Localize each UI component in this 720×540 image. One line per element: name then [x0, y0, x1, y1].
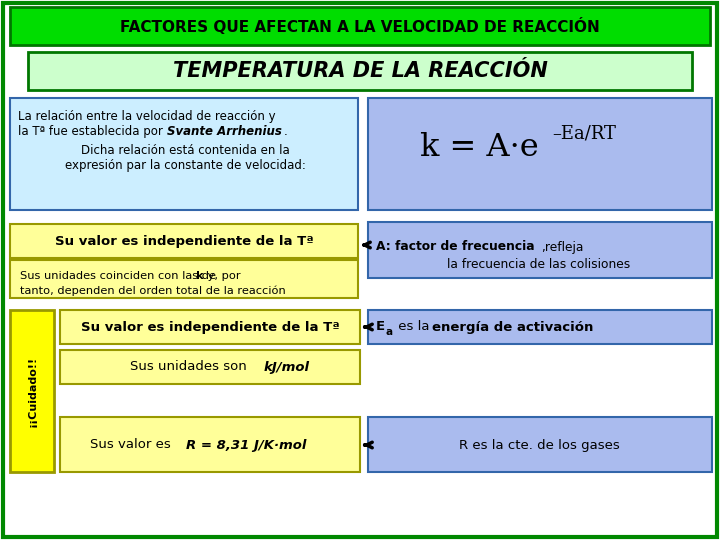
FancyBboxPatch shape — [60, 417, 360, 472]
Text: k: k — [196, 271, 204, 281]
FancyBboxPatch shape — [28, 52, 692, 90]
Text: a: a — [386, 327, 393, 337]
Text: ,refleja: ,refleja — [541, 240, 583, 253]
FancyBboxPatch shape — [368, 417, 712, 472]
FancyBboxPatch shape — [368, 222, 712, 278]
Text: la Tª fue establecida por: la Tª fue establecida por — [18, 125, 166, 138]
Text: A: factor de frecuencia: A: factor de frecuencia — [376, 240, 535, 253]
FancyBboxPatch shape — [10, 260, 358, 298]
FancyBboxPatch shape — [368, 98, 712, 210]
Text: Sus valor es: Sus valor es — [90, 438, 179, 451]
FancyBboxPatch shape — [10, 310, 54, 472]
Text: La relación entre la velocidad de reacción y: La relación entre la velocidad de reacci… — [18, 110, 276, 123]
Text: R = 8,31 J/K·mol: R = 8,31 J/K·mol — [186, 438, 307, 451]
FancyBboxPatch shape — [10, 224, 358, 258]
Text: expresión par la constante de velocidad:: expresión par la constante de velocidad: — [65, 159, 305, 172]
FancyBboxPatch shape — [60, 310, 360, 344]
Text: E: E — [376, 321, 385, 334]
Text: la frecuencia de las colisiones: la frecuencia de las colisiones — [447, 259, 631, 272]
Text: y, por: y, por — [204, 271, 240, 281]
Text: ¡¡Cuidado!!: ¡¡Cuidado!! — [27, 355, 37, 427]
Text: Dicha relación está contenida en la: Dicha relación está contenida en la — [81, 144, 289, 157]
FancyBboxPatch shape — [60, 350, 360, 384]
Text: kJ/mol: kJ/mol — [264, 361, 310, 374]
Text: TEMPERATURA DE LA REACCIÓN: TEMPERATURA DE LA REACCIÓN — [173, 61, 547, 81]
Text: Svante Arrhenius: Svante Arrhenius — [167, 125, 282, 138]
Text: k = A·e: k = A·e — [420, 132, 539, 164]
FancyBboxPatch shape — [368, 310, 712, 344]
Text: es la: es la — [394, 321, 433, 334]
FancyBboxPatch shape — [10, 98, 358, 210]
Text: Sus unidades coinciden con las de: Sus unidades coinciden con las de — [20, 271, 220, 281]
Text: –Ea/RT: –Ea/RT — [552, 125, 616, 143]
FancyBboxPatch shape — [3, 3, 717, 537]
Text: FACTORES QUE AFECTAN A LA VELOCIDAD DE REACCIÓN: FACTORES QUE AFECTAN A LA VELOCIDAD DE R… — [120, 17, 600, 35]
Text: energía de activación: energía de activación — [432, 321, 593, 334]
FancyBboxPatch shape — [10, 7, 710, 45]
Text: Sus unidades son: Sus unidades son — [130, 361, 256, 374]
Text: .: . — [284, 125, 288, 138]
Text: R es la cte. de los gases: R es la cte. de los gases — [459, 438, 619, 451]
Text: Su valor es independiente de la Tª: Su valor es independiente de la Tª — [55, 234, 313, 247]
Text: tanto, dependen del orden total de la reacción: tanto, dependen del orden total de la re… — [20, 286, 286, 296]
Text: Su valor es independiente de la Tª: Su valor es independiente de la Tª — [81, 321, 339, 334]
